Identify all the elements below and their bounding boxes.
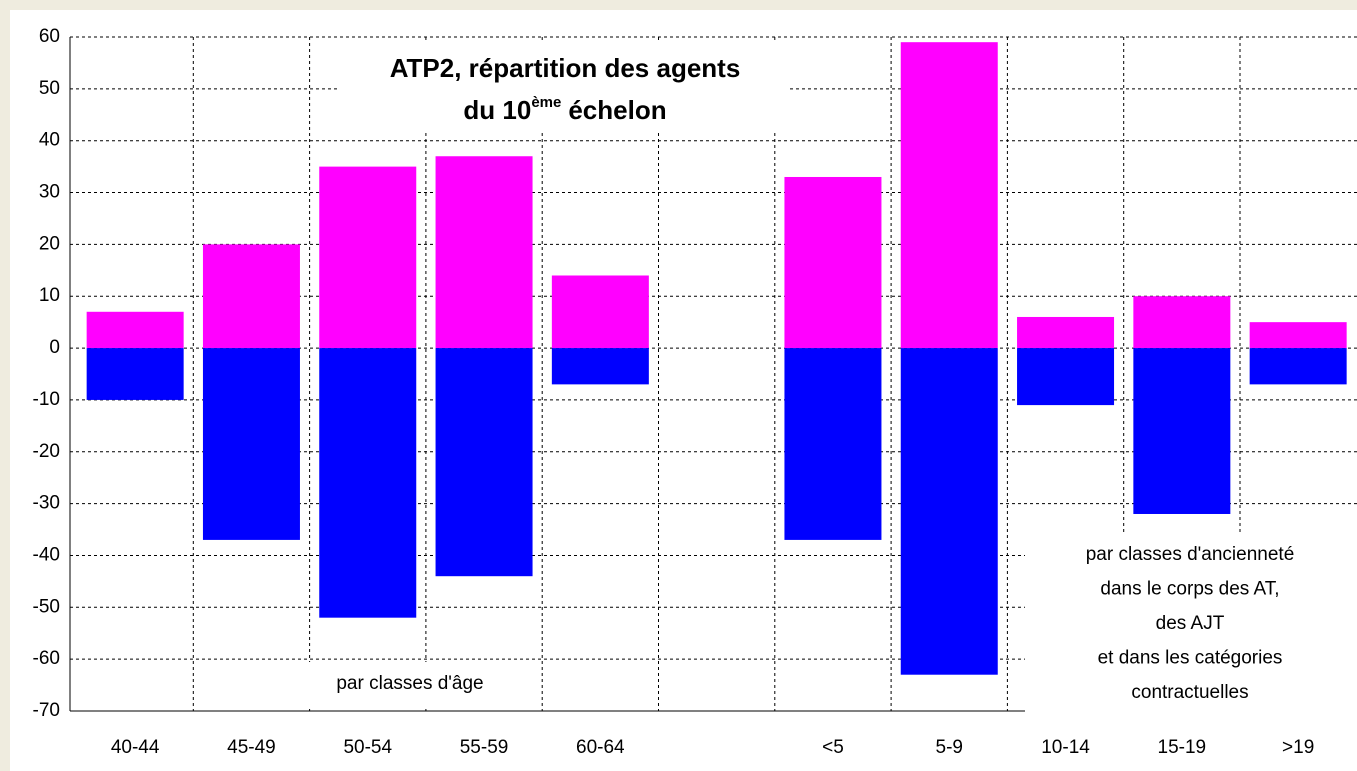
x-tick-label: <5 (822, 737, 844, 758)
bar (1249, 348, 1347, 385)
annotation: contractuelles (1131, 682, 1248, 703)
y-tick-label: -40 (33, 544, 60, 565)
y-tick-label: 20 (39, 233, 60, 254)
x-tick-label: >19 (1282, 737, 1314, 758)
annotation: par classes d'âge (336, 673, 483, 694)
bar (435, 156, 533, 349)
bars (86, 42, 1347, 675)
chart-title: du 10ème échelon (463, 94, 666, 125)
y-tick-label: 10 (39, 285, 60, 306)
x-tick-label: 40-44 (111, 737, 160, 758)
bar (784, 348, 882, 540)
bar (202, 244, 300, 349)
title-background (340, 42, 790, 130)
bar (1017, 316, 1115, 349)
y-tick-label: -60 (33, 648, 60, 669)
y-tick-label: 60 (39, 26, 60, 47)
bar (900, 42, 998, 349)
chart-title-superscript: ème (531, 94, 561, 111)
bar (784, 176, 882, 349)
bar (86, 348, 184, 400)
bar (319, 166, 417, 349)
x-tick-label: 50-54 (343, 737, 392, 758)
y-tick-label: -30 (33, 493, 60, 514)
chart-title-part: du 10 (463, 95, 531, 125)
bar (551, 348, 649, 385)
chart-title-part: échelon (568, 95, 666, 125)
y-tick-label: -70 (33, 700, 60, 721)
y-tick-label: 30 (39, 182, 60, 203)
chart-title: ATP2, répartition des agents (390, 53, 741, 83)
annotation-background (1025, 532, 1357, 712)
x-tick-label: 60-64 (576, 737, 625, 758)
bar (551, 275, 649, 349)
annotation: par classes d'ancienneté (1086, 544, 1295, 565)
x-tick-label: 45-49 (227, 737, 276, 758)
y-tick-label: -10 (33, 389, 60, 410)
y-tick-label: -50 (33, 596, 60, 617)
bar (900, 348, 998, 675)
bar (1133, 296, 1231, 349)
labels: 60 50 40 30 20 10 0 -10 -20 -30 -40 -50 -60 -70 40-44 4… (33, 26, 1357, 758)
bar (1249, 322, 1347, 349)
bar (1017, 348, 1115, 406)
bar (435, 348, 533, 577)
bar (86, 311, 184, 349)
annotation: et dans les catégories (1098, 648, 1283, 669)
y-tick-label: 50 (39, 78, 60, 99)
y-tick-label: 0 (49, 337, 60, 358)
y-tick-label: -20 (33, 441, 60, 462)
bar (1133, 348, 1231, 514)
x-tick-label: 15-19 (1158, 737, 1207, 758)
bar (319, 348, 417, 618)
annotation: des AJT (1156, 613, 1225, 634)
annotation: dans le corps des AT, (1100, 579, 1279, 600)
x-tick-label: 55-59 (460, 737, 509, 758)
bar (202, 348, 300, 540)
annotation-background (292, 662, 530, 706)
x-tick-label: 5-9 (936, 737, 963, 758)
y-tick-label: 40 (39, 130, 60, 151)
x-tick-label: 10-14 (1041, 737, 1090, 758)
